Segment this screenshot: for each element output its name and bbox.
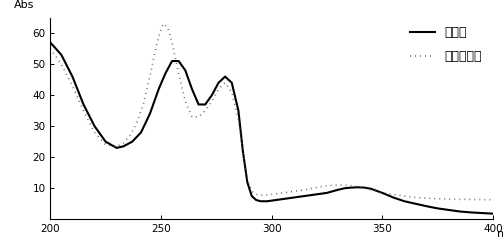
羟基灬蝦醞 [47,47,53,50]
羟基灬蝦醞 [362,187,368,190]
羟基灬蝦醞 [291,190,297,193]
灬蝦醞 [176,59,182,62]
灬蝦醞 [302,195,308,198]
灬蝦醞 [269,199,275,202]
羟基灬蝦醞 [313,186,319,189]
Y-axis label: Abs: Abs [14,0,34,10]
羟基灬蝦醞 [202,109,208,112]
羟基灬蝦醞 [264,194,270,197]
羟基灬蝦醞 [479,198,485,201]
Legend: 灬蝦醞, 羟基灬蝦醞: 灬蝦醞, 羟基灬蝦醞 [410,26,482,63]
X-axis label: nm: nm [497,229,503,239]
灬蝦醞 [424,205,430,208]
Line: 灬蝦醞: 灬蝦醞 [50,42,493,214]
羟基灬蝦醞 [58,63,64,66]
Line: 羟基灬蝦醞: 羟基灬蝦醞 [50,24,493,200]
灬蝦醞 [47,41,53,44]
羟基灬蝦醞 [160,22,166,25]
灬蝦醞 [490,212,496,215]
羟基灬蝦醞 [490,198,496,201]
灬蝦醞 [280,198,286,201]
灬蝦醞 [362,186,368,189]
